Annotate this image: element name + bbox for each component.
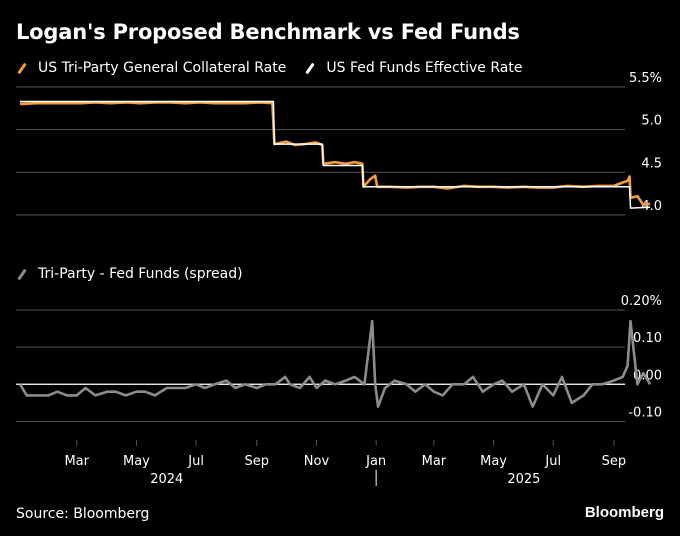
y-tick-label: 0.10 xyxy=(633,331,662,346)
x-tick-label: May xyxy=(480,454,507,469)
source-note: Source: Bloomberg xyxy=(16,506,150,522)
x-tick-label: Sep xyxy=(245,454,270,469)
y-tick-label: 0.20% xyxy=(621,294,662,309)
x-tick-label: Jan xyxy=(365,454,386,469)
series-line-fed-funds xyxy=(20,100,651,209)
legend-label-spread: Tri-Party - Fed Funds (spread) xyxy=(38,266,243,282)
x-tick-label: Sep xyxy=(602,454,627,469)
x-tick-label: May xyxy=(123,454,150,469)
y-tick-label: 4.0 xyxy=(641,199,662,214)
x-tick-label: Nov xyxy=(304,454,330,469)
series-line-tri-party xyxy=(19,101,651,206)
y-tick-label: 4.5 xyxy=(641,156,662,171)
top-panel-grid xyxy=(16,86,625,216)
y-tick-label: -0.10 xyxy=(628,405,662,420)
legend-item-tri-party: US Tri-Party General Collateral Rate xyxy=(16,60,286,76)
bottom-panel-series xyxy=(18,319,652,408)
top-panel-series xyxy=(19,100,651,209)
legend-top: US Tri-Party General Collateral Rate US … xyxy=(16,60,540,76)
bloomberg-logo: Bloomberg xyxy=(584,504,664,521)
series-line-spread xyxy=(18,319,652,408)
x-tick-label: Mar xyxy=(422,454,447,469)
y-tick-label: 5.0 xyxy=(641,114,662,129)
legend-label-fed-funds: US Fed Funds Effective Rate xyxy=(326,60,523,76)
year-label: 2025 xyxy=(507,472,540,487)
y-tick-label: 5.5% xyxy=(629,71,662,86)
top-panel-y-ticks: 4.0 4.5 5.0 5.5% xyxy=(629,71,662,214)
legend-label-tri-party: US Tri-Party General Collateral Rate xyxy=(38,60,287,76)
x-tick-label: Jul xyxy=(544,454,561,469)
chart-title: Logan's Proposed Benchmark vs Fed Funds xyxy=(16,20,520,44)
x-axis: Mar May Jul Sep Nov Jan Mar May Jul Sep 2024 2025 xyxy=(64,440,626,487)
legend-item-fed-funds: US Fed Funds Effective Rate xyxy=(304,60,522,76)
x-tick-label: Mar xyxy=(64,454,89,469)
year-label: 2024 xyxy=(150,472,183,487)
legend-bottom: Tri-Party - Fed Funds (spread) xyxy=(16,266,243,282)
x-tick-label: Jul xyxy=(187,454,204,469)
